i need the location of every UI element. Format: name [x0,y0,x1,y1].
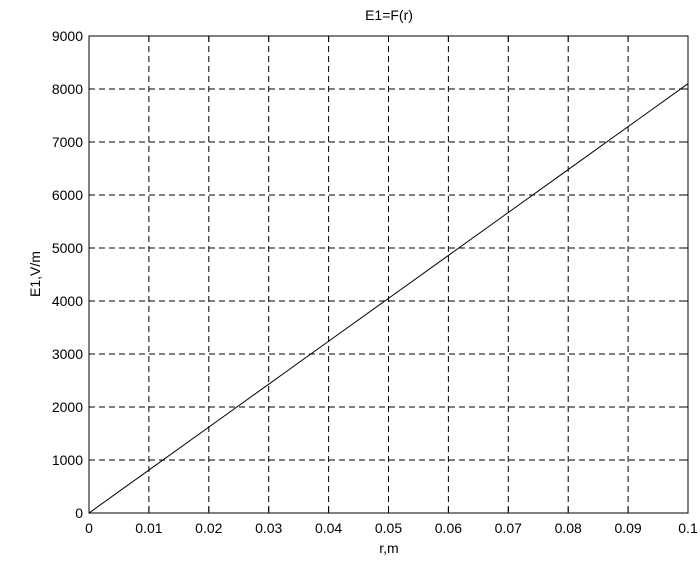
y-tick-label: 2000 [52,399,83,415]
y-tick-label: 6000 [52,187,83,203]
x-tick-label: 0.02 [195,520,222,536]
x-tick-labels: 0 0.01 0.02 0.03 0.04 0.05 0.06 0.07 0.08 0.09 0.1 [85,520,698,536]
x-tick-label: 0 [85,520,93,536]
x-axis-label: r,m [379,540,398,556]
y-tick-label: 1000 [52,452,83,468]
series-layer [88,83,689,514]
y-tick-label: 7000 [52,134,83,150]
y-tick-label: 4000 [52,293,83,309]
y-axis-label: E1,V/m [27,251,43,297]
x-tick-label: 0.09 [614,520,641,536]
x-tick-label: 0.05 [375,520,402,536]
y-tick-label: 8000 [52,81,83,97]
y-tick-label: 9000 [52,28,83,44]
x-tick-label: 0.1 [678,520,698,536]
x-tick-label: 0.03 [255,520,282,536]
y-tick-label: 3000 [52,346,83,362]
x-tick-label: 0.04 [315,520,342,536]
y-tick-label: 5000 [52,240,83,256]
grid [89,36,688,513]
y-tick-label: 0 [75,505,83,521]
x-tick-label: 0.01 [135,520,162,536]
axis-ticks [88,35,689,514]
y-tick-labels: 0 1000 2000 3000 4000 5000 6000 7000 8000 9000 [52,28,83,521]
chart-title: E1=F(r) [365,7,413,23]
x-tick-label: 0.06 [435,520,462,536]
x-tick-label: 0.07 [495,520,522,536]
x-tick-label: 0.08 [555,520,582,536]
series-line-0 [88,83,689,514]
